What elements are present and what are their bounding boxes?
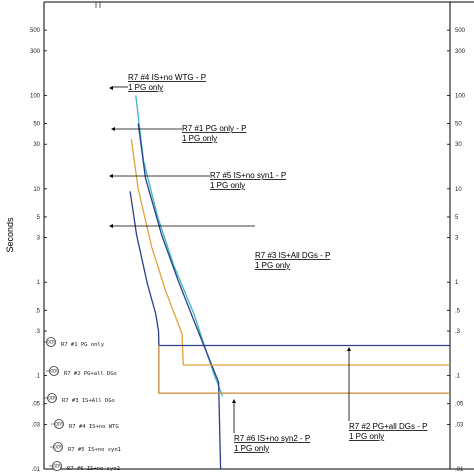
y-tick-label-right: .05 — [455, 402, 464, 408]
relay-tag: OCR — [47, 340, 55, 345]
annotation-arrowhead — [109, 174, 113, 178]
relay-label: R7 #4 IS+no WTG — [69, 424, 119, 430]
y-tick-label-right: .1 — [455, 374, 461, 380]
y-tick-label-left: 50 — [33, 122, 40, 128]
relay-label: R7 #1 PG only — [61, 342, 105, 348]
annotation-subtitle: 1 PG only — [234, 444, 269, 453]
y-tick-label-left: 100 — [30, 93, 41, 99]
series-curve-2 — [137, 123, 222, 470]
annotation-arrowhead — [347, 347, 351, 351]
y-tick-label-right: 300 — [455, 49, 466, 55]
relay-label: R7 #3 IS+All DGs — [62, 398, 115, 404]
annotation-subtitle: 1 PG only — [349, 432, 384, 441]
annotation-title: R7 #2 PG+all DGs - P — [349, 422, 427, 431]
annotation-title: R7 #5 IS+no syn1 - P — [210, 171, 286, 180]
y-tick-label-left: 5 — [37, 215, 41, 221]
relay-symbol-icon — [47, 393, 57, 403]
annotation-title: R7 #4 IS+no WTG - P — [128, 73, 206, 82]
relay-symbol-icon — [53, 442, 63, 452]
y-tick-label-right: 50 — [455, 122, 462, 128]
series-curve-5 — [158, 345, 450, 394]
y-tick-label-right: 30 — [455, 142, 462, 148]
y-tick-label-left: 3 — [37, 236, 41, 242]
annotation-arrowhead — [232, 399, 236, 403]
y-tick-label-left: 500 — [30, 28, 41, 34]
annotation-subtitle: 1 PG only — [210, 181, 245, 190]
y-tick-label-left: .3 — [35, 329, 41, 335]
relay-tag: OCR — [53, 464, 61, 469]
y-tick-label-right: .01 — [455, 467, 464, 473]
relay-symbol-icon — [52, 461, 62, 471]
y-tick-label-left: 30 — [33, 142, 40, 148]
relay-label: R7 #6 IS+no syn2 — [67, 466, 120, 472]
series-group — [129, 95, 450, 470]
relay-label: R7 #5 IS+no syn1 — [68, 447, 121, 453]
y-tick-label-right: 5 — [455, 215, 459, 221]
relay-symbol-icon — [49, 366, 59, 376]
y-tick-label-left: 300 — [30, 49, 41, 55]
annotation-subtitle: 1 PG only — [128, 83, 163, 92]
annotation-title: R7 #1 PG only - P — [182, 124, 246, 133]
y-tick-label-left: .03 — [32, 422, 41, 428]
y-tick-label-left: 10 — [33, 187, 40, 193]
y-tick-label-left: 1 — [37, 280, 41, 286]
y-tick-label-right: .5 — [455, 308, 461, 314]
y-axis-title: Seconds — [5, 217, 15, 253]
annotation-title: R7 #3 IS+All DGs - P — [255, 251, 330, 260]
relay-tag: OCR — [50, 369, 58, 374]
relay-symbol-icon — [46, 337, 56, 347]
annotation-subtitle: 1 PG only — [255, 261, 290, 270]
y-tick-label-right: 10 — [455, 187, 462, 193]
y-tick-label-left: .5 — [35, 308, 41, 314]
annotation-arrowhead — [109, 224, 113, 228]
annotation-title: R7 #6 IS+no syn2 - P — [234, 434, 310, 443]
annotation-subtitle: 1 PG only — [182, 134, 217, 143]
y-tick-label-right: 500 — [455, 28, 466, 34]
y-tick-label-right: 3 — [455, 236, 459, 242]
y-tick-label-right: 100 — [455, 93, 466, 99]
y-tick-label-right: .03 — [455, 422, 464, 428]
relay-legend: OCR R7 #1 PG only OCR R7 #2 PG+all DGs OCR R7… — [43, 337, 121, 472]
y-tick-label-left: .1 — [35, 374, 41, 380]
y-tick-label-left: .01 — [32, 467, 41, 473]
relay-symbol-icon — [54, 419, 64, 429]
annotation-arrowhead — [109, 86, 113, 90]
relay-tag: OCR — [54, 445, 62, 450]
annotation-arrowhead — [111, 127, 115, 131]
tick-group: 500 500 300 300 100 100 50 50 30 30 10 10 5 5 3 3 1 1 .5 .5… — [30, 28, 466, 473]
series-curve-1 — [135, 95, 224, 397]
y-tick-label-left: .05 — [32, 402, 41, 408]
series-curve-3 — [130, 139, 450, 366]
relay-tag: OCR — [48, 396, 56, 401]
relay-label: R7 #2 PG+all DGs — [64, 371, 117, 377]
relay-tag: OCR — [55, 422, 63, 427]
y-tick-label-right: 1 — [455, 280, 459, 286]
y-tick-label-right: .3 — [455, 329, 461, 335]
